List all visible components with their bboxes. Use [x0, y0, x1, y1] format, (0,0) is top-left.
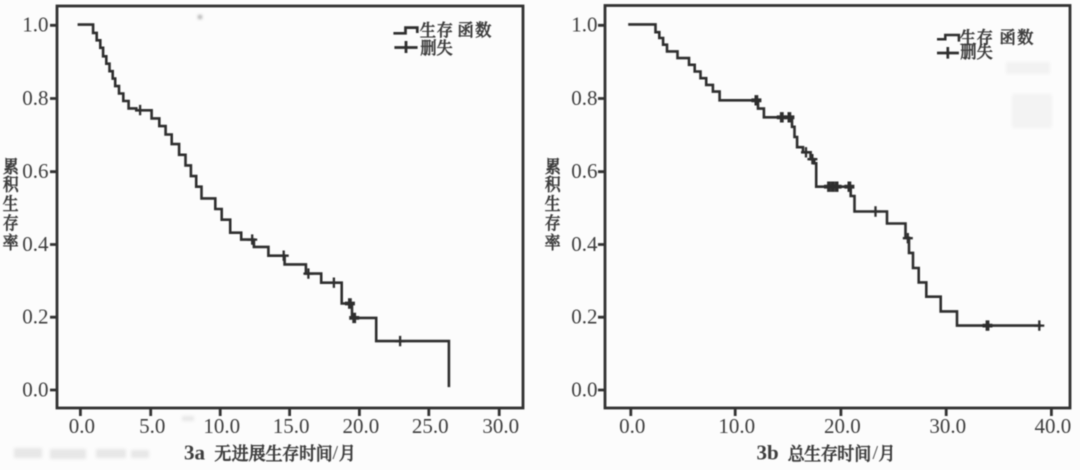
svg-text:/: / [873, 442, 879, 464]
svg-text:3a: 3a [184, 441, 206, 465]
svg-text:0.8: 0.8 [571, 86, 597, 110]
svg-text:0.0: 0.0 [571, 377, 597, 401]
svg-text:/: / [333, 442, 339, 464]
svg-text:0.4: 0.4 [22, 232, 49, 256]
svg-text:0.4: 0.4 [571, 232, 598, 256]
svg-text:15.0: 15.0 [273, 414, 310, 438]
svg-text:0.0: 0.0 [22, 377, 48, 401]
svg-text:10.0: 10.0 [718, 414, 755, 438]
svg-text:25.0: 25.0 [412, 414, 449, 438]
svg-text:0.0: 0.0 [619, 414, 645, 438]
svg-text:0.6: 0.6 [22, 159, 48, 183]
svg-text:30.0: 30.0 [482, 414, 519, 438]
svg-text:0.0: 0.0 [69, 414, 95, 438]
svg-text:1.0: 1.0 [571, 13, 597, 37]
svg-text:0.6: 0.6 [571, 159, 597, 183]
svg-text:0.2: 0.2 [571, 305, 597, 329]
svg-text:20.0: 20.0 [343, 414, 380, 438]
svg-text:0.2: 0.2 [22, 305, 48, 329]
svg-text:20.0: 20.0 [824, 414, 861, 438]
svg-text:1.0: 1.0 [22, 13, 48, 37]
svg-text:40.0: 40.0 [1035, 414, 1072, 438]
svg-text:30.0: 30.0 [929, 414, 966, 438]
svg-text:3b: 3b [757, 441, 779, 465]
svg-text:5.0: 5.0 [139, 414, 165, 438]
svg-text:10.0: 10.0 [203, 414, 240, 438]
svg-text:0.8: 0.8 [22, 86, 48, 110]
